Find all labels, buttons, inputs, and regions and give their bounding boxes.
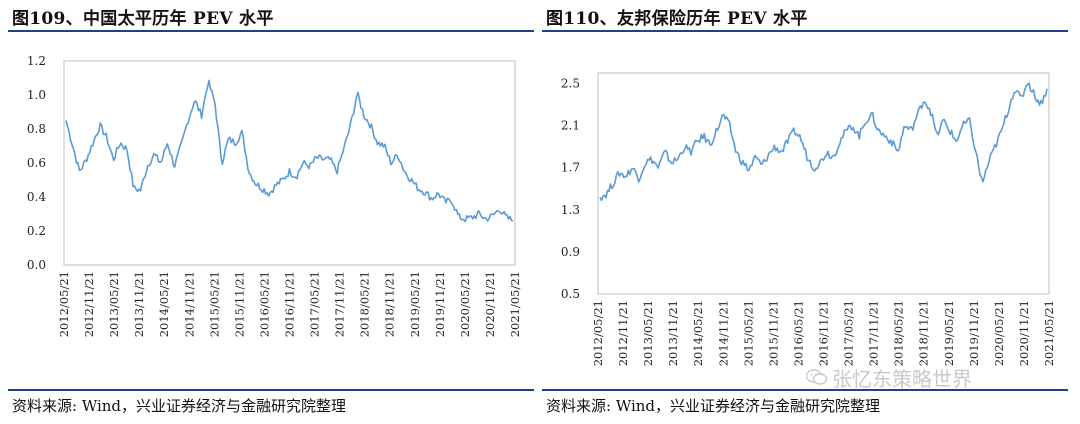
x-tick-label: 2019/05/21 [408, 271, 422, 337]
y-tick-label: 0.6 [27, 156, 46, 170]
x-tick-label: 2015/11/21 [232, 271, 246, 337]
right-chart-plot: 0.5 0.9 1.3 1.7 2.1 2.5 2012/05/21 2012/11/21 20… [561, 72, 1056, 366]
x-tick-label: 2016/11/21 [283, 271, 297, 337]
x-tick-label: 2012/11/21 [616, 300, 630, 366]
x-tick-label: 2020/05/21 [992, 300, 1006, 366]
x-tick-label: 2018/11/21 [383, 271, 397, 337]
x-tick-label: 2019/05/21 [942, 300, 956, 366]
left-chart-plot: 0.0 0.2 0.4 0.6 0.8 1.0 1.2 2012/05/21 2012/11/2… [27, 54, 522, 337]
x-tick-label: 2017/05/21 [308, 271, 322, 337]
x-tick-label: 2014/05/21 [691, 300, 705, 366]
right-source-note: 资料来源: Wind，兴业证券经济与金融研究院整理 [546, 397, 881, 415]
x-tick-label: 2013/05/21 [641, 300, 655, 366]
right-chart-title: 图110、友邦保险历年 PEV 水平 [546, 9, 808, 29]
x-tick-label: 2012/11/21 [82, 271, 96, 337]
left-source-note: 资料来源: Wind，兴业证券经济与金融研究院整理 [12, 397, 347, 415]
x-tick-label: 2014/11/21 [182, 271, 196, 337]
right-chart-panel: 图110、友邦保险历年 PEV 水平 0.5 0.9 1.3 1.7 2.1 2.5 201… [542, 0, 1068, 424]
x-tick-label: 2017/05/21 [842, 300, 856, 366]
x-tick-label: 2021/05/21 [1042, 300, 1056, 366]
y-tick-label: 2.5 [561, 77, 580, 91]
y-tick-label: 0.8 [27, 122, 46, 136]
plot-frame [63, 60, 516, 266]
left-chart-panel: 图109、中国太平历年 PEV 水平 0.0 0.2 0.4 0.6 0.8 1.0 1.2… [8, 0, 534, 424]
y-tick-label: 0.5 [561, 287, 580, 301]
y-tick-label: 2.1 [561, 119, 580, 133]
x-tick-label: 2013/11/21 [666, 300, 680, 366]
x-tick-label: 2017/11/21 [333, 271, 347, 337]
x-tick-label: 2015/11/21 [766, 300, 780, 366]
x-tick-label: 2018/05/21 [358, 271, 372, 337]
y-tick-label: 1.2 [27, 54, 46, 68]
x-tick-label: 2016/05/21 [791, 300, 805, 366]
watermark-text: 张忆东策略世界 [832, 366, 972, 391]
x-tick-label: 2018/11/21 [917, 300, 931, 366]
left-title-rule [8, 30, 534, 32]
x-tick-label: 2020/11/21 [1017, 300, 1031, 366]
x-tick-label: 2019/11/21 [433, 271, 447, 337]
x-tick-label: 2013/11/21 [132, 271, 146, 337]
plot-frame [597, 72, 1050, 295]
x-tick-label: 2018/05/21 [892, 300, 906, 366]
x-tick-label: 2013/05/21 [107, 271, 121, 337]
y-tick-label: 0.9 [561, 245, 580, 259]
x-tick-label: 2015/05/21 [207, 271, 221, 337]
x-tick-label: 2021/05/21 [508, 271, 522, 337]
x-tick-label: 2012/05/21 [591, 300, 605, 366]
x-tick-label: 2015/05/21 [741, 300, 755, 366]
x-tick-label: 2014/05/21 [157, 271, 171, 337]
left-chart-title: 图109、中国太平历年 PEV 水平 [12, 9, 274, 29]
watermark: 张忆东策略世界 [806, 364, 972, 391]
x-tick-label: 2014/11/21 [716, 300, 730, 366]
y-tick-label: 0.2 [27, 224, 46, 238]
x-tick-label: 2020/11/21 [483, 271, 497, 337]
wechat-icon [806, 369, 828, 385]
y-tick-label: 1.3 [561, 203, 580, 217]
y-tick-label: 1.7 [561, 161, 580, 175]
right-source-rule [542, 389, 1068, 391]
series-line-pev [599, 82, 1048, 202]
x-tick-label: 2016/11/21 [817, 300, 831, 366]
x-tick-label: 2012/05/21 [57, 271, 71, 337]
left-source-rule [8, 389, 534, 391]
series-line-pev [65, 79, 514, 223]
x-tick-label: 2017/11/21 [867, 300, 881, 366]
y-tick-label: 0.0 [27, 258, 46, 272]
x-tick-label: 2016/05/21 [257, 271, 271, 337]
x-tick-label: 2020/05/21 [458, 271, 472, 337]
x-tick-label: 2019/11/21 [967, 300, 981, 366]
y-tick-label: 0.4 [27, 190, 46, 204]
right-title-rule [542, 30, 1068, 32]
y-tick-label: 1.0 [27, 88, 46, 102]
